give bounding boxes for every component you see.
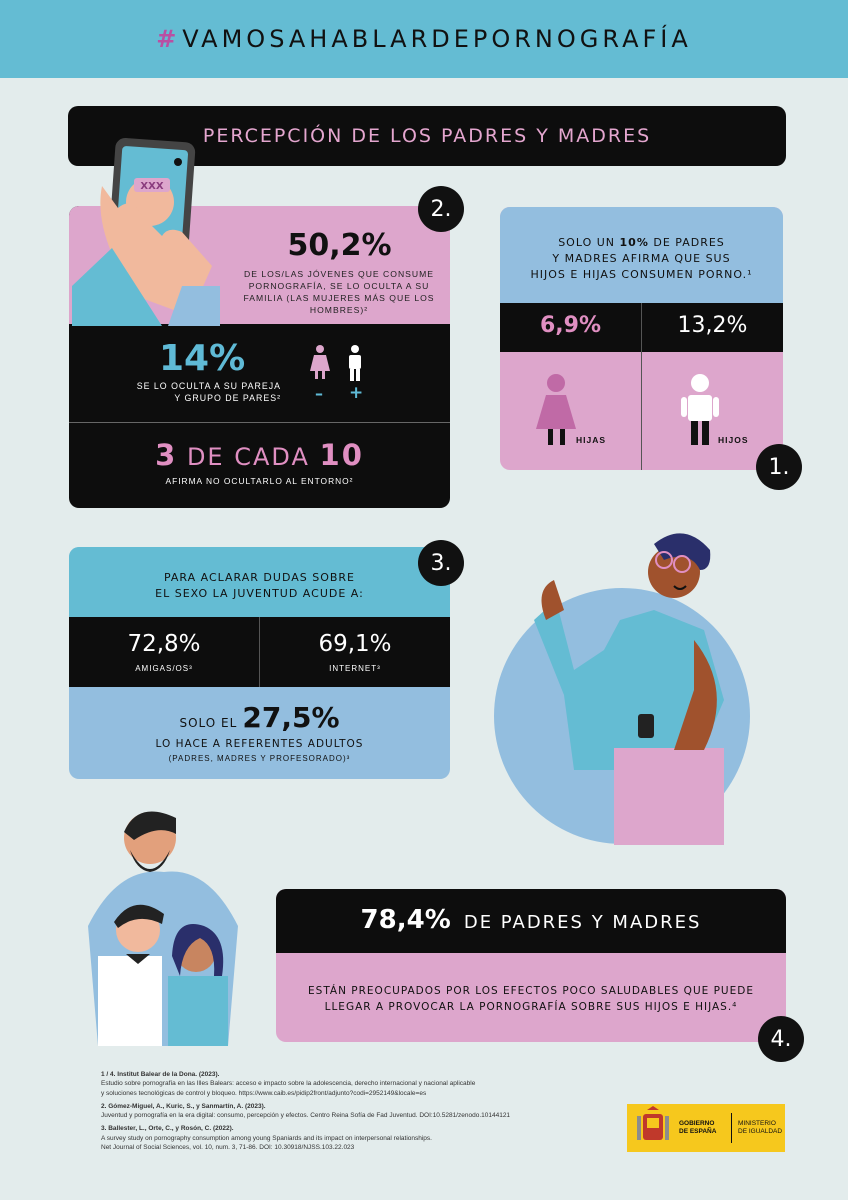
card4-black-top: 78,4% DE PADRES Y MADRES <box>276 889 786 953</box>
stat-78-percent-heading: 78,4% DE PADRES Y MADRES <box>360 905 702 935</box>
card3-intro: PARA ACLARAR DUDAS SOBRE EL SEXO LA JUVE… <box>155 571 364 600</box>
government-logo: GOBIERNO DE ESPAÑA MINISTERIO DE IGUALDA… <box>627 1104 785 1152</box>
divider <box>641 303 642 470</box>
young-person-illustration <box>494 533 750 845</box>
card1-intro: SOLO UN 10% DE PADRES Y MADRES AFIRMA QU… <box>530 236 753 281</box>
phone-hand-illustration: XXX <box>72 138 220 326</box>
boy-icon <box>681 374 719 445</box>
female-icon <box>310 345 330 379</box>
label-hijas: HIJAS <box>576 435 607 445</box>
family-illustration <box>88 811 238 1046</box>
card3-teal-top: PARA ACLARAR DUDAS SOBRE EL SEXO LA JUVE… <box>69 547 450 617</box>
stat-50-description: DE LOS/LAS JÓVENES QUE CONSUME PORNOGRAF… <box>243 269 435 315</box>
divider <box>69 422 450 423</box>
logo-divider <box>731 1113 732 1143</box>
badge-3: 3. <box>418 540 464 586</box>
divider <box>259 617 260 687</box>
badge-1: 1. <box>756 444 802 490</box>
stat-14-description: SE LO OCULTA A SU PAREJA Y GRUPO DE PARE… <box>136 381 281 403</box>
card-youth-sources: PARA ACLARAR DUDAS SOBRE EL SEXO LA JUVE… <box>69 547 450 779</box>
girl-icon <box>536 374 576 445</box>
male-icon <box>349 345 361 381</box>
stat-78-description: ESTÁN PREOCUPADOS POR LOS EFECTOS POCO S… <box>308 985 754 1013</box>
header-bar: #VAMOSAHABLARDEPORNOGRAFÍA <box>0 0 848 78</box>
stat-50-percent: 50,2% <box>287 228 392 263</box>
stat-friends-label: AMIGAS/OS³ <box>135 664 193 673</box>
gender-icons <box>310 345 361 381</box>
xxx-label: XXX <box>140 181 163 192</box>
badge-2: 2. <box>418 186 464 232</box>
logo-left-text: GOBIERNO DE ESPAÑA <box>679 1120 717 1135</box>
stat-adults-text: LO HACE A REFERENTES ADULTOS <box>155 738 364 750</box>
badge-4: 4. <box>758 1016 804 1062</box>
stat-internet-value: 69,1% <box>318 631 392 657</box>
card-parents-concern: 78,4% DE PADRES Y MADRES ESTÁN PREOCUPAD… <box>276 889 786 1042</box>
stat-14-percent: 14% <box>159 338 246 379</box>
card1-blue-top: SOLO UN 10% DE PADRES Y MADRES AFIRMA QU… <box>500 207 783 303</box>
stat-3-of-10: 3 DE CADA 10 <box>155 438 364 472</box>
stat-hijas-value: 6,9% <box>539 313 601 338</box>
label-hijos: HIJOS <box>718 435 749 445</box>
logo-right-text: MINISTERIO DE IGUALDAD <box>738 1120 783 1135</box>
section-title: PERCEPCIÓN DE LOS PADRES Y MADRES <box>202 125 652 147</box>
card-parents-perception: SOLO UN 10% DE PADRES Y MADRES AFIRMA QU… <box>500 207 783 470</box>
plus-sign: + <box>349 383 364 403</box>
reference-item: 3. Ballester, L., Orte, C., y Rosón, C. … <box>101 1125 432 1152</box>
stat-friends-value: 72,8% <box>127 631 201 657</box>
reference-item: 1 / 4. Institut Balear de la Dona. (2023… <box>101 1071 476 1097</box>
references: 1 / 4. Institut Balear de la Dona. (2023… <box>101 1070 571 1152</box>
stat-3-description: AFIRMA NO OCULTARLO AL ENTORNO² <box>165 476 354 486</box>
card-family-concealment: 50,2% DE LOS/LAS JÓVENES QUE CONSUME POR… <box>69 206 450 508</box>
minus-sign: – <box>315 384 323 403</box>
stat-hijos-value: 13,2% <box>677 313 748 338</box>
stat-internet-label: INTERNET³ <box>329 664 381 673</box>
coat-of-arms-icon <box>637 1106 669 1140</box>
reference-item: 2. Gómez-Miguel, A., Kuric, S., y Sanmar… <box>101 1102 511 1120</box>
hashtag-title: #VAMOSAHABLARDEPORNOGRAFÍA <box>156 25 692 53</box>
stat-adults: SOLO EL 27,5% <box>179 701 340 734</box>
stat-adults-subtext: (PADRES, MADRES Y PROFESORADO)³ <box>168 754 351 763</box>
